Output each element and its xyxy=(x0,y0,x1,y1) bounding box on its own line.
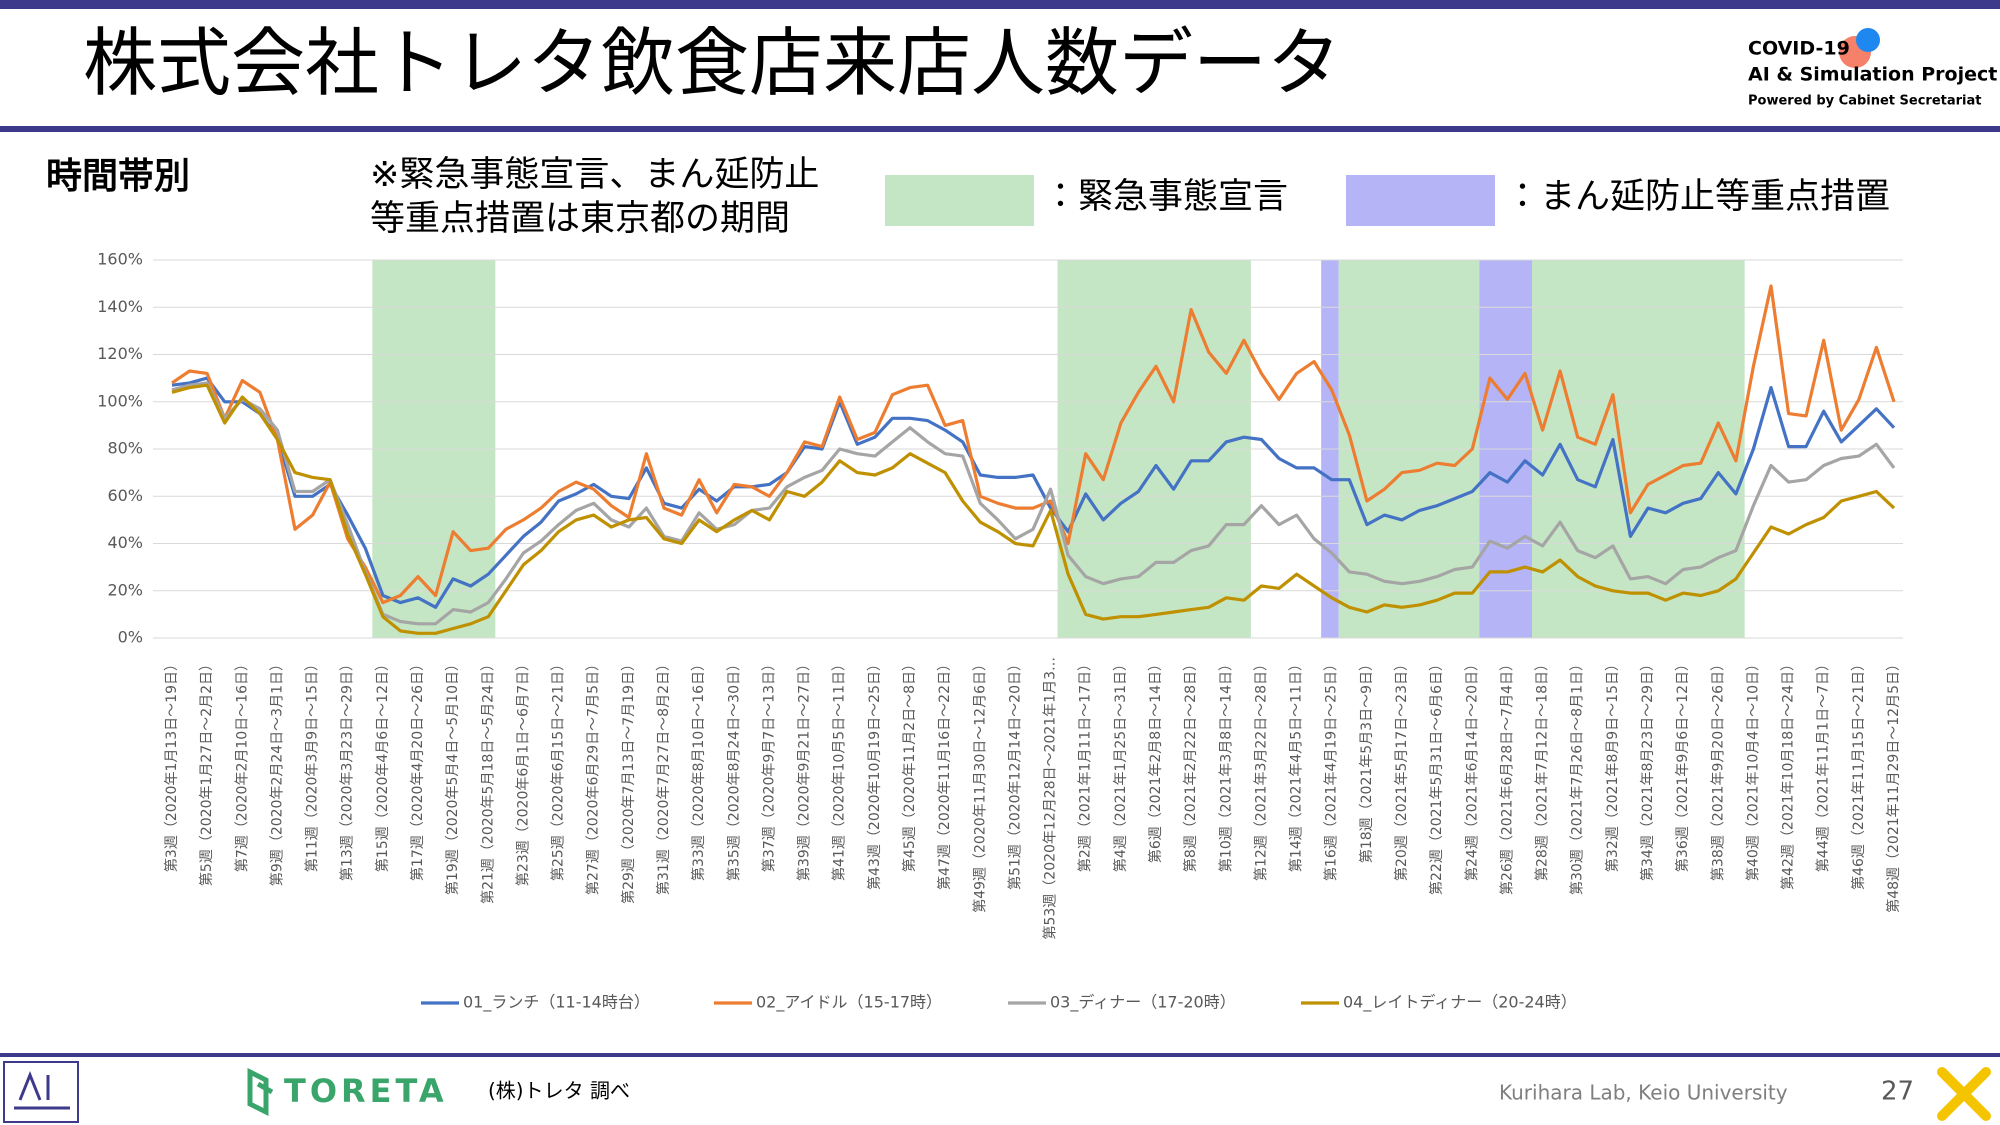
lab-name: Kurihara Lab, Keio University xyxy=(1499,1081,1788,1105)
top-bar xyxy=(0,0,2000,9)
x-tick-label: 第45週（2020年11月2日～8日） xyxy=(901,657,918,872)
legend-label: 02_アイドル（15-17時） xyxy=(756,993,942,1013)
x-tick-label: 第37週（2020年9月7日～13日） xyxy=(760,657,777,872)
note: ※緊急事態宣言、まん延防止 xyxy=(370,155,819,195)
x-tick-label: 第33週（2020年8月10日～16日） xyxy=(690,657,707,881)
x-tick-label: 第23週（2020年6月1日～6月7日） xyxy=(514,657,531,886)
x-tick-label: 第10週（2021年3月8日～14日） xyxy=(1217,657,1234,872)
section-title: 時間帯別 xyxy=(46,156,190,197)
series-line xyxy=(171,381,1896,626)
brand-icon xyxy=(247,1067,274,1117)
x-tick-label: 第47週（2020年11月16日～22日） xyxy=(936,657,953,890)
band-legend-swatch xyxy=(1346,175,1495,226)
x-tick-label: 第30週（2021年7月26日～8月1日） xyxy=(1569,657,1586,895)
corner-icon xyxy=(1937,1067,1991,1121)
plot: 0% 20% 40% 60% 80% 100% 120% 140% 160% 第3週（2020年1… xyxy=(97,250,1903,1013)
x-tick-label: 第28週（2021年7月12日～18日） xyxy=(1534,657,1551,881)
x-tick-label: 第35週（2020年8月24日～30日） xyxy=(725,657,742,881)
logo-text: AI & Simulation Project xyxy=(1748,64,1997,86)
x-tick-label: 第2週（2021年1月11日～17日） xyxy=(1077,657,1094,872)
x-tick-label: 第7週（2020年2月10日～16日） xyxy=(233,657,250,872)
x-tick-label: 第19週（2020年5月4日～5月10日） xyxy=(444,657,461,895)
x-tick-label: 第18週（2021年5月3日～9日） xyxy=(1358,657,1375,863)
x-tick-label: 第32週（2021年8月9日～15日） xyxy=(1604,657,1621,872)
x-tick-label: 第53週（2020年12月28日～2021年1月3… xyxy=(1042,657,1059,940)
series-line xyxy=(171,383,1896,635)
series-line xyxy=(171,376,1896,609)
x-tick-label: 第8週（2021年2月22日～28日） xyxy=(1182,657,1199,872)
y-tick-label: 100% xyxy=(97,391,143,410)
y-tick-label: 80% xyxy=(107,439,143,458)
x-tick-label: 第22週（2021年5月31日～6月6日） xyxy=(1428,657,1445,895)
x-tick-label: 第25週（2020年6月15日～21日） xyxy=(550,657,567,881)
x-tick-label: 第46週（2021年11月15日～21日） xyxy=(1850,657,1867,890)
slide-title: 株式会社トレタ飲食店来店人数データ xyxy=(83,21,1341,107)
x-tick-label: 第12週（2021年3月22日～28日） xyxy=(1252,657,1269,881)
band-legend-label: ：まん延防止等重点措置 xyxy=(1505,177,1890,217)
y-tick-label: 0% xyxy=(118,628,143,647)
x-tick-label: 第21週（2020年5月18日～5月24日） xyxy=(479,657,496,904)
x-tick-label: 第9週（2020年2月24日～3月1日） xyxy=(268,657,285,886)
logo-text: COVID-19 xyxy=(1748,38,1850,60)
y-tick-label: 40% xyxy=(107,533,143,552)
x-tick-label: 第29週（2020年7月13日～7月19日） xyxy=(620,657,637,904)
x-tick-label: 第15週（2020年4月6日～12日） xyxy=(374,657,391,872)
legend-label: 04_レイトディナー（20-24時） xyxy=(1343,993,1577,1013)
x-tick-label: 第26週（2021年6月28日～7月4日） xyxy=(1498,657,1515,895)
x-tick-label: 第34週（2021年8月23日～29日） xyxy=(1639,657,1656,881)
x-tick-label: 第16週（2021年4月19日～25日） xyxy=(1323,657,1340,881)
logo-text: Powered by Cabinet Secretariat xyxy=(1748,94,1982,109)
y-tick-label: 20% xyxy=(107,580,143,599)
x-tick-label: 第36週（2021年9月6日～12日） xyxy=(1674,657,1691,872)
y-tick-label: 140% xyxy=(97,297,143,316)
x-tick-label: 第39週（2020年9月21日～27日） xyxy=(796,657,813,881)
x-tick-label: 第11週（2020年3月9日～15日） xyxy=(304,657,321,872)
x-tick-label: 第38週（2021年9月20日～26日） xyxy=(1709,657,1726,881)
x-tick-label: 第49週（2020年11月30日～12月6日） xyxy=(971,657,988,913)
logo-dot xyxy=(1856,28,1880,52)
x-tick-label: 第6週（2021年2月8日～14日） xyxy=(1147,657,1164,863)
legend-label: 01_ランチ（11-14時台） xyxy=(463,993,650,1013)
x-tick-label: 第42週（2021年10月18日～24日） xyxy=(1780,657,1797,890)
x-tick-label: 第4週（2021年1月25日～31日） xyxy=(1112,657,1129,872)
y-tick-label: 120% xyxy=(97,344,143,363)
lab-logo xyxy=(3,1061,79,1123)
x-tick-label: 第13週（2020年3月23日～29日） xyxy=(339,657,356,881)
legend-label: 03_ディナー（17-20時） xyxy=(1050,993,1236,1013)
page-number: 27 xyxy=(1881,1077,1914,1107)
band-legend-label: ：緊急事態宣言 xyxy=(1043,177,1288,217)
x-tick-label: 第3週（2020年1月13日～19日） xyxy=(163,657,180,872)
x-tick-label: 第43週（2020年10月19日～25日） xyxy=(866,657,883,890)
band-legend-swatch xyxy=(885,175,1034,226)
x-tick-label: 第24週（2021年6月14日～20日） xyxy=(1463,657,1480,881)
footer-rule xyxy=(0,1053,2000,1057)
x-tick-label: 第40週（2021年10月4日～10日） xyxy=(1744,657,1761,881)
x-tick-label: 第51週（2020年12月14日～20日） xyxy=(1006,657,1023,890)
x-tick-label: 第44週（2021年11月1日～7日） xyxy=(1815,657,1832,872)
x-tick-label: 第31週（2020年7月27日～8月2日） xyxy=(655,657,672,895)
x-tick-label: 第14週（2021年4月5日～11日） xyxy=(1288,657,1305,872)
x-tick-label: 第48週（2021年11月29日～12月5日） xyxy=(1885,657,1902,913)
y-tick-label: 160% xyxy=(97,250,143,269)
x-tick-label: 第17週（2020年4月20日～26日） xyxy=(409,657,426,881)
note: 等重点措置は東京都の期間 xyxy=(370,199,790,239)
series-line xyxy=(171,284,1896,605)
x-tick-label: 第41週（2020年10月5日～11日） xyxy=(831,657,848,881)
x-tick-label: 第5週（2020年1月27日～2月2日） xyxy=(198,657,215,886)
brand: TORETA xyxy=(284,1072,448,1110)
lab-logo-mark xyxy=(14,1070,70,1110)
y-tick-label: 60% xyxy=(107,486,143,505)
source: (株)トレタ 調べ xyxy=(488,1079,630,1103)
x-tick-label: 第27週（2020年6月29日～7月5日） xyxy=(585,657,602,895)
x-tick-label: 第20週（2021年5月17日～23日） xyxy=(1393,657,1410,881)
header-rule xyxy=(0,126,2000,132)
